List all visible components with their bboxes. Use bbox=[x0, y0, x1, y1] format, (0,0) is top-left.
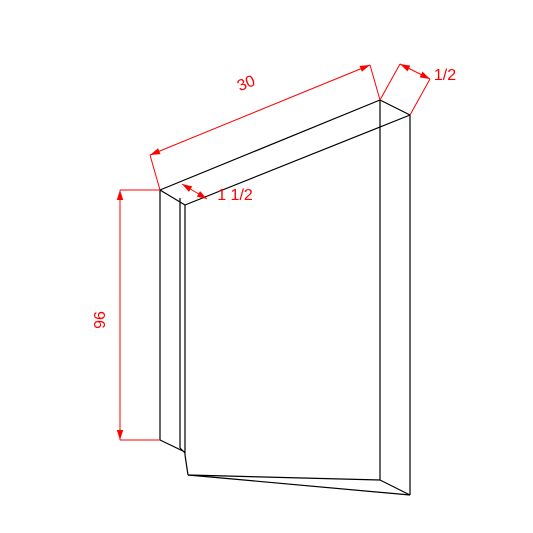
panel-body bbox=[160, 100, 410, 495]
dim-height-label: 96 bbox=[92, 311, 109, 329]
dim-height: 96 bbox=[92, 190, 123, 440]
dim-return: 1 1/2 bbox=[182, 184, 253, 204]
dim-width: 30 bbox=[150, 65, 370, 155]
dim-width-label: 30 bbox=[235, 73, 258, 95]
dimensioned-panel-diagram: 30 1/2 1 1/2 96 bbox=[0, 0, 533, 533]
dim-depth: 1/2 bbox=[400, 64, 456, 84]
dim-depth-label: 1/2 bbox=[434, 67, 456, 84]
dim-return-label: 1 1/2 bbox=[217, 187, 253, 204]
